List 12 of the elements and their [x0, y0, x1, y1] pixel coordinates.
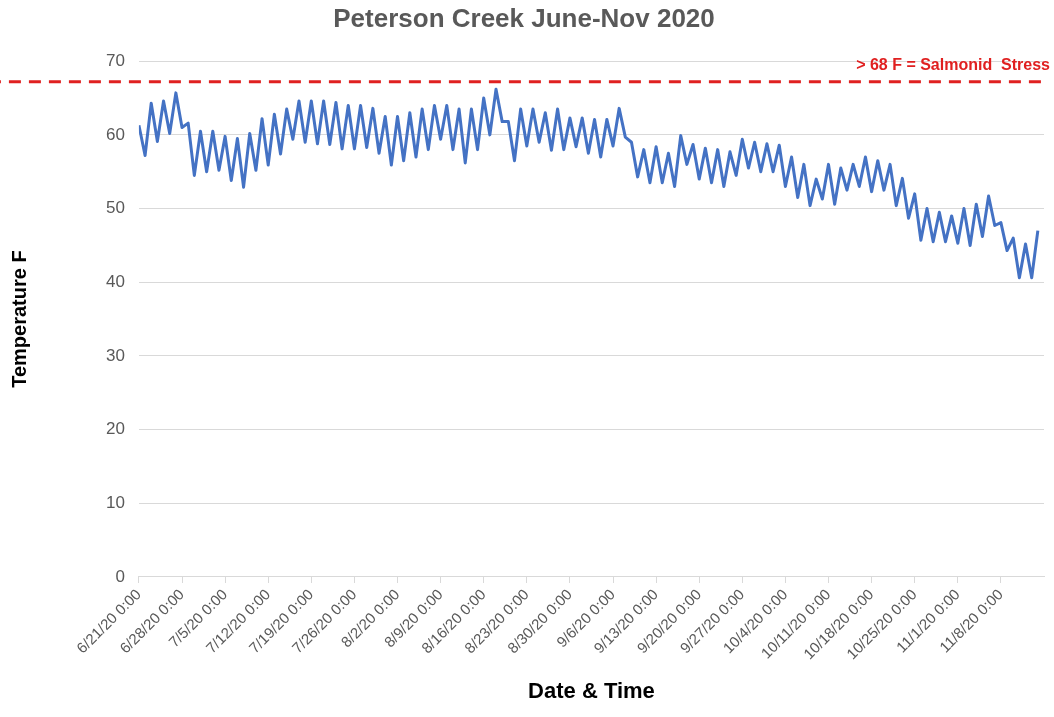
y-tick-label: 60	[105, 124, 125, 144]
y-tick-label: 20	[105, 419, 125, 439]
y-tick-label: 40	[105, 271, 125, 291]
x-axis-title: Date & Time	[528, 677, 655, 703]
chart-title: Peterson Creek June-Nov 2020	[333, 2, 715, 33]
y-tick-label: 10	[105, 493, 125, 512]
y-tick-label: 50	[105, 198, 125, 218]
y-tick-label: 70	[105, 50, 125, 70]
y-tick-label: 0	[115, 566, 125, 586]
ref-line-label: > 68 F = Salmonid Stress	[856, 56, 1051, 74]
y-tick-label: 30	[105, 345, 125, 365]
y-axis-title: Temperature F	[7, 250, 30, 388]
